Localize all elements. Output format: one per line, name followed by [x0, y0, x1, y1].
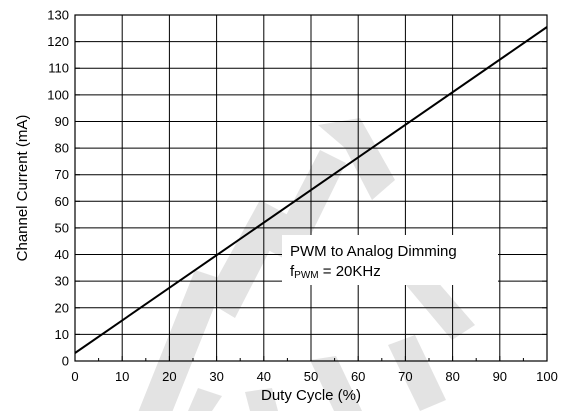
watermark-stroke — [245, 388, 278, 411]
watermark-stroke — [310, 356, 362, 411]
y-tick-label: 70 — [55, 167, 69, 182]
annotation-line2: fPWM = 20KHz — [290, 263, 381, 281]
x-tick-label: 10 — [115, 369, 129, 384]
y-tick-label: 30 — [55, 274, 69, 289]
x-tick-label: 70 — [398, 369, 412, 384]
y-tick-label: 130 — [47, 8, 69, 23]
tick-labels: 0 10 20 30 40 50 60 70 80 90 100 0 10 20 30 40 50 60 70 80 9… — [47, 8, 558, 385]
x-tick-label: 40 — [257, 369, 271, 384]
y-tick-label: 90 — [55, 114, 69, 129]
series-line — [75, 26, 547, 354]
x-tick-label: 50 — [304, 369, 318, 384]
y-tick-label: 50 — [55, 220, 69, 235]
grid — [75, 15, 547, 361]
series-layer — [75, 26, 547, 354]
x-tick-label: 90 — [493, 369, 507, 384]
x-tick-label: 30 — [209, 369, 223, 384]
watermark-stroke — [188, 388, 222, 411]
y-tick-label: 60 — [55, 194, 69, 209]
watermark-stroke — [138, 270, 225, 411]
x-tick-label: 80 — [445, 369, 459, 384]
annotation-line2-subscript: PWM — [294, 270, 318, 281]
annotation-line2-prefix: f — [290, 263, 295, 280]
y-tick-label: 10 — [55, 327, 69, 342]
y-tick-label: 20 — [55, 300, 69, 315]
x-tick-label: 20 — [162, 369, 176, 384]
x-axis-label: Duty Cycle (%) — [261, 387, 361, 404]
y-tick-label: 80 — [55, 141, 69, 156]
y-axis-label: Channel Current (mA) — [14, 115, 31, 262]
plot-frame — [74, 14, 548, 362]
y-tick-label: 40 — [55, 247, 69, 262]
x-tick-label: 100 — [536, 369, 558, 384]
annotation-line2-suffix: = 20KHz — [319, 263, 381, 280]
y-tick-label: 0 — [62, 354, 69, 369]
x-tick-label: 60 — [351, 369, 365, 384]
watermark-stroke — [388, 335, 446, 411]
y-tick-label: 120 — [47, 34, 69, 49]
annotation-background — [282, 235, 498, 285]
y-tick-label: 100 — [47, 87, 69, 102]
y-tick-label: 110 — [48, 61, 69, 76]
x-tick-label: 0 — [71, 369, 78, 384]
watermark-stroke — [205, 200, 288, 318]
annotation-line1: PWM to Analog Dimming — [290, 243, 457, 260]
